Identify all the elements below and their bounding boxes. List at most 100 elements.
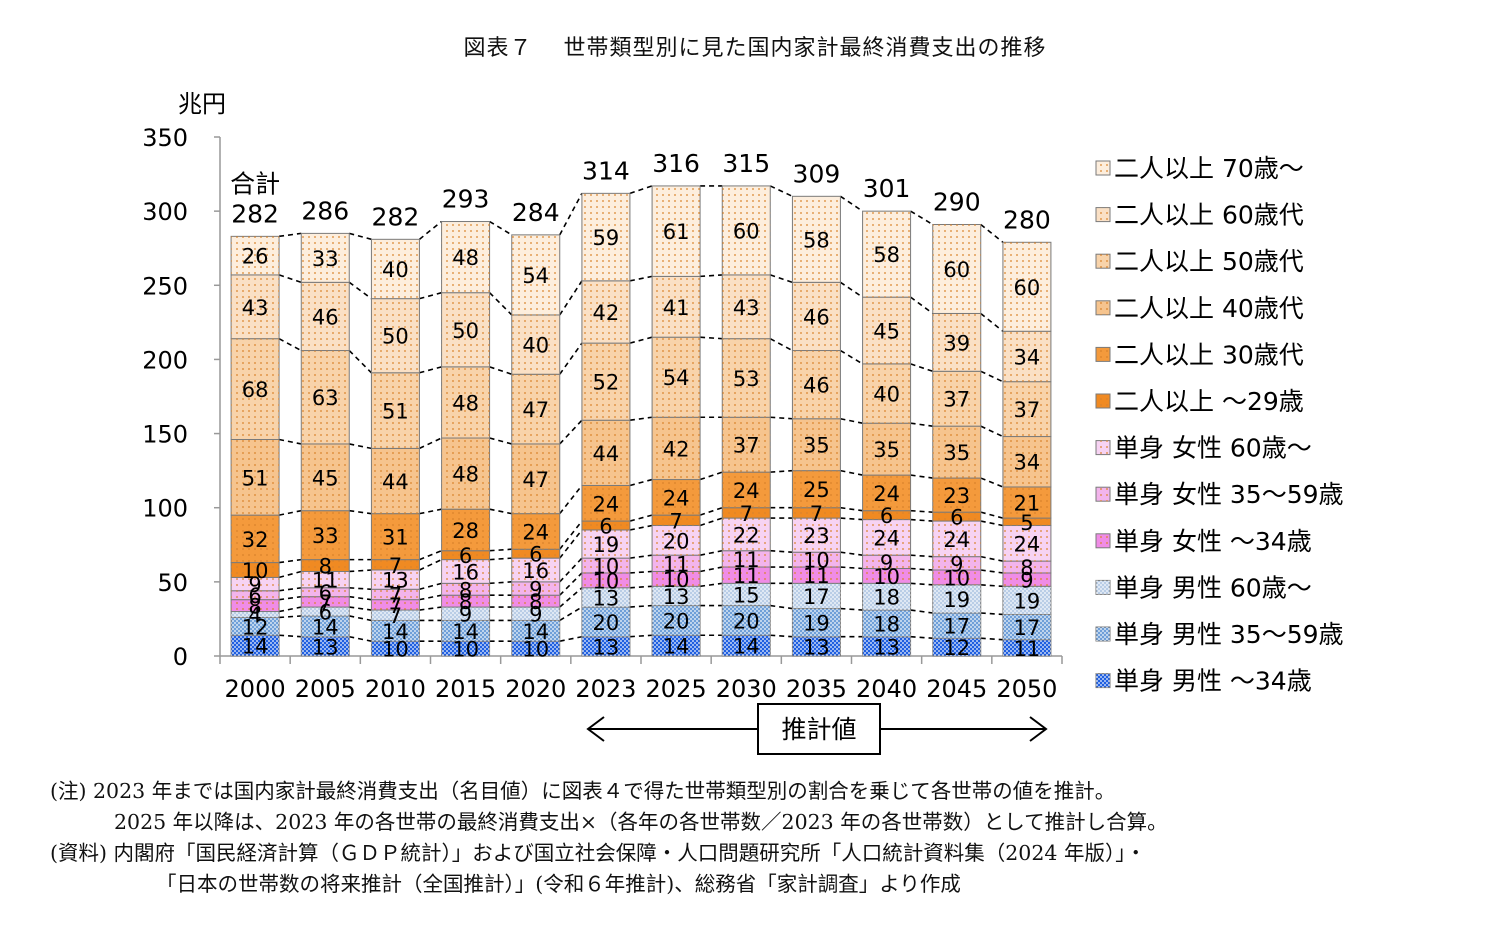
bar-segment-texture xyxy=(581,343,630,421)
connector-line xyxy=(910,474,933,479)
x-tick-label: 2005 xyxy=(295,675,356,703)
segment-label: 10 xyxy=(382,638,409,662)
segment-label: 37 xyxy=(943,388,970,412)
chart-title: 図表７ 世帯類型別に見た国内家計最終消費支出の推移 xyxy=(463,36,1047,61)
connector-line xyxy=(840,517,863,521)
segment-label: 13 xyxy=(803,635,830,659)
connector-line xyxy=(910,554,933,558)
connector-line xyxy=(629,570,653,574)
segment-label: 24 xyxy=(733,479,760,503)
connector-line xyxy=(629,416,653,422)
bar-segment-texture xyxy=(652,605,701,636)
bar-segment-texture xyxy=(862,475,911,511)
segment-label: 39 xyxy=(943,331,970,355)
estimate-annotation: 推計値 xyxy=(586,703,1048,755)
bar-segment-texture xyxy=(792,507,841,519)
segment-label: 24 xyxy=(593,492,620,516)
bar-segment-texture xyxy=(581,587,630,608)
connector-line xyxy=(629,478,653,487)
connector-line xyxy=(910,363,934,373)
segment-label: 7 xyxy=(389,604,402,628)
total-label: 301 xyxy=(863,174,911,203)
legend-label: 二人以上 40歳代 xyxy=(1114,294,1304,323)
y-tick-label: 100 xyxy=(142,495,188,523)
connector-line xyxy=(700,336,723,340)
bar-segment-texture xyxy=(231,562,280,578)
bar-segment-texture xyxy=(231,635,280,656)
connector-line xyxy=(349,635,372,642)
bar-segment-texture xyxy=(932,371,981,427)
segment-label: 14 xyxy=(522,620,549,644)
legend-swatch-texture xyxy=(1096,347,1110,362)
connector-line xyxy=(629,275,653,282)
segment-label: 15 xyxy=(733,583,760,607)
segment-label: 31 xyxy=(382,526,409,550)
segment-label: 9 xyxy=(1020,569,1033,593)
segment-label: 14 xyxy=(733,635,760,659)
connector-line xyxy=(278,570,302,579)
connector-line xyxy=(629,585,653,589)
total-label: 290 xyxy=(933,187,981,216)
segment-label: 10 xyxy=(943,566,970,590)
bar-segment-texture xyxy=(231,274,280,339)
bar-segment-texture xyxy=(932,512,981,522)
bar-segment-texture xyxy=(231,617,280,636)
connector-line xyxy=(349,606,372,611)
segment-label: 7 xyxy=(740,502,753,526)
bar-segment-texture xyxy=(722,518,771,551)
total-label: 315 xyxy=(722,149,770,178)
segment-label: 60 xyxy=(1014,276,1041,300)
connector-line xyxy=(559,520,583,550)
connector-line xyxy=(419,437,442,450)
connector-line xyxy=(770,549,793,553)
bar-segment-texture xyxy=(231,439,280,516)
connector-line xyxy=(278,509,302,516)
segment-label: 24 xyxy=(873,526,900,550)
segment-label: 6 xyxy=(319,601,332,625)
connector-line xyxy=(419,606,442,611)
bar-segment-texture xyxy=(231,611,280,618)
segment-label: 17 xyxy=(803,585,830,609)
connector-line xyxy=(980,637,1003,641)
connector-line xyxy=(770,469,793,473)
segment-label: 20 xyxy=(663,609,690,633)
legend-label: 二人以上 ～29歳 xyxy=(1114,387,1304,416)
connector-line xyxy=(349,615,372,622)
total-label: 316 xyxy=(652,149,700,178)
x-tick-label: 2040 xyxy=(856,675,917,703)
total-prefix-label: 合計 xyxy=(230,169,280,198)
segment-label: 35 xyxy=(943,441,970,465)
bar-segment-texture xyxy=(862,519,911,556)
segment-label: 16 xyxy=(522,559,549,583)
bar-segment-texture xyxy=(792,583,841,609)
segment-label: 6 xyxy=(599,515,612,539)
bar-segment-texture xyxy=(231,577,280,591)
connector-line xyxy=(489,508,512,515)
segment-label: 40 xyxy=(522,334,549,358)
segment-label: 47 xyxy=(522,398,549,422)
connector-line xyxy=(699,566,723,573)
segment-label: 43 xyxy=(733,296,760,320)
bar-segment-texture xyxy=(1002,242,1051,332)
segment-label: 19 xyxy=(803,612,830,636)
segment-label: 22 xyxy=(733,523,760,547)
connector-line xyxy=(629,514,653,522)
connector-line xyxy=(980,612,1003,616)
connector-line xyxy=(699,506,723,516)
segment-label: 6 xyxy=(319,581,332,605)
bar-segment-texture xyxy=(792,608,841,637)
bar-segment-texture xyxy=(792,196,841,283)
connector-line xyxy=(419,291,442,300)
bar-segment-texture xyxy=(722,567,771,584)
connector-line xyxy=(559,635,583,642)
bar-segment-texture xyxy=(932,556,981,570)
connector-line xyxy=(278,337,302,352)
note-line-2: 2025 年以降は、2023 年の各世帯の最終消費支出×（各年の各世帯数／202… xyxy=(114,810,1168,834)
connector-line xyxy=(699,582,723,588)
segment-label: 13 xyxy=(663,585,690,609)
connector-line xyxy=(910,509,933,513)
bar-segment-texture xyxy=(792,567,841,584)
bar-segment-texture xyxy=(441,607,490,621)
bar-segment-texture xyxy=(792,418,841,471)
